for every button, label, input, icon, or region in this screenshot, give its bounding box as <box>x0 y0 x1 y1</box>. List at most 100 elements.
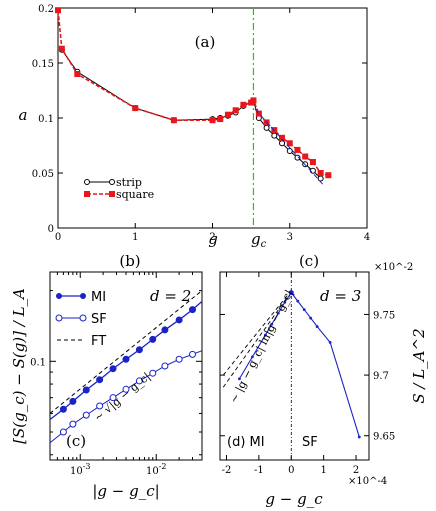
panel-a-ylabel: a <box>19 106 28 124</box>
y-tick-label: 9.75 <box>373 310 395 321</box>
entropy-point <box>296 299 300 303</box>
legend-strip-label: strip <box>116 176 142 189</box>
mi-point <box>69 397 77 405</box>
panel-a-ticks: 0 1 2 3 4 0 0.05 0.1 0.15 0.2 <box>32 4 370 243</box>
mi-point <box>96 376 104 384</box>
x-tick-label: 0 <box>288 465 294 476</box>
sf-point <box>122 385 130 393</box>
mi-point <box>135 346 143 354</box>
panel-c-inner-label-sf: SF <box>302 435 318 450</box>
legend-strip-marker <box>84 179 90 185</box>
entropy-point <box>263 333 267 337</box>
panel-c-annotation: ~ |g − g_c| ln|g − g_c| <box>227 288 296 406</box>
x-tick-label: 3 <box>287 232 293 243</box>
square-point <box>317 170 324 176</box>
entropy-point <box>276 311 280 315</box>
mi-point <box>59 405 67 413</box>
square-point <box>250 97 257 104</box>
panel-b-ylabel: [S(g_c) − S(g)] / L_A <box>10 288 28 444</box>
entropy-point <box>309 316 313 320</box>
entropy-point <box>270 322 274 326</box>
panel-a-series <box>55 7 332 187</box>
sf-point <box>161 362 169 370</box>
panel-a-xlabel: g <box>208 230 218 248</box>
x-tick-label: 4 <box>364 232 370 243</box>
x-tick-label: -2 <box>222 465 232 476</box>
square-point <box>74 71 81 77</box>
panel-c-ylabel: S / L_A^2 <box>410 328 428 403</box>
strip-point <box>317 175 324 182</box>
legend-strip-marker <box>109 179 115 185</box>
square-point <box>279 134 286 141</box>
y-tick-label: 0.2 <box>38 4 54 15</box>
ft-series-line <box>49 290 203 414</box>
panel-a: 0 1 2 3 4 0 0.05 0.1 0.15 0.2 (a) g a gc strip sq… <box>19 4 371 250</box>
fit-line <box>222 292 290 376</box>
entropy-point <box>302 308 306 311</box>
panel-c-x-multiplier: ×10^-4 <box>348 476 387 487</box>
entropy-point <box>357 435 361 439</box>
square-point <box>55 7 61 14</box>
strip-point <box>286 148 293 154</box>
mi-point <box>109 365 117 373</box>
x-tick-label: -1 <box>254 465 264 476</box>
panel-b-label: (b) <box>119 252 140 270</box>
sf-point <box>109 394 117 402</box>
x-tick-label: 2 <box>209 232 215 243</box>
legend-square-marker <box>84 191 90 197</box>
mi-point <box>82 386 90 394</box>
sf-point <box>82 411 90 419</box>
entropy-point <box>315 325 319 328</box>
x-tick-label: 10-2 <box>146 462 167 477</box>
square-point <box>170 117 177 124</box>
strip-series-line <box>61 49 322 179</box>
panel-c: (c) -2 -1 0 1 2 9.65 9.7 9.75 d = 3 ~ |g − g_c|… <box>219 252 428 508</box>
panel-c-inner-label: (d) MI <box>227 435 265 450</box>
square-point <box>132 105 139 112</box>
entropy-point <box>238 377 241 381</box>
y-tick-label: 0 <box>48 224 54 235</box>
sf-point <box>149 369 157 377</box>
strip-point <box>271 132 278 139</box>
mi-point <box>122 355 130 363</box>
panel-c-frame <box>219 271 370 461</box>
square-point <box>255 110 262 117</box>
x-tick-label: 2 <box>353 465 359 476</box>
entropy-point <box>250 355 254 359</box>
panel-b: (b) 10-3 10-20.1 MI SF FT d = 2 ~ √|g − g… <box>10 252 203 500</box>
panel-a-gc-label: gc <box>251 230 267 250</box>
y-tick-label: 9.7 <box>373 371 389 382</box>
y-tick-label: 9.65 <box>373 432 395 443</box>
legend-ft-label: FT <box>91 334 106 349</box>
y-tick-label: 0.1 <box>30 357 46 368</box>
panel-c-label: (c) <box>299 252 319 270</box>
sf-point <box>135 377 143 385</box>
square-point <box>309 159 316 165</box>
y-tick-label: 0.05 <box>32 169 54 180</box>
mi-point <box>189 306 197 314</box>
panel-b-xlabel: |g − g_c| <box>92 482 159 500</box>
panel-b-dimension: d = 2 <box>150 287 191 305</box>
square-point <box>325 172 332 179</box>
fit-line <box>222 295 289 388</box>
square-point <box>302 153 309 160</box>
square-point <box>232 107 239 114</box>
entropy-point <box>288 290 294 296</box>
square-point <box>294 146 301 153</box>
sf-point <box>175 355 183 363</box>
panel-a-label: (a) <box>195 33 216 51</box>
legend-mi-marker <box>56 293 62 299</box>
legend-square-marker <box>109 191 115 197</box>
legend-sf-label: SF <box>91 312 107 327</box>
panel-c-series <box>222 290 361 439</box>
legend-sf-marker <box>55 314 63 322</box>
y-tick-label: 0.1 <box>38 114 54 125</box>
square-point <box>286 140 293 147</box>
strip-point <box>263 124 270 131</box>
y-tick-label: 0.15 <box>32 59 54 70</box>
square-point <box>224 111 231 118</box>
sf-point <box>69 420 77 428</box>
fit-line <box>254 108 325 187</box>
legend-square-label: square <box>116 188 154 201</box>
